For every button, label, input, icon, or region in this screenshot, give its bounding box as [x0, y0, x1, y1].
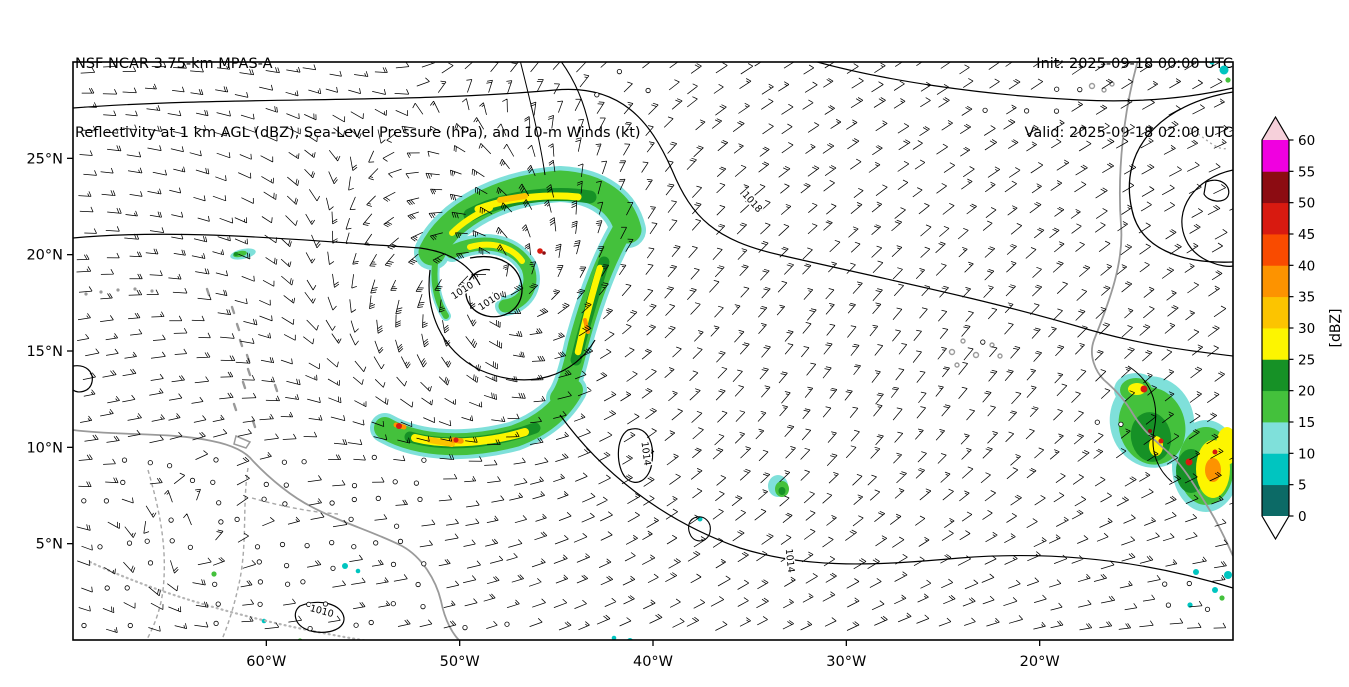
pressure-contour-layer	[73, 62, 1233, 633]
colorbar-tick-label: 25	[1298, 352, 1315, 368]
x-axis-tick-label: 20°W	[1020, 654, 1060, 670]
model-title: NSF NCAR 3.75-km MPAS-A	[75, 56, 273, 72]
y-axis-tick-label: 25°N	[26, 151, 63, 167]
colorbar-tick-label: 0	[1298, 509, 1307, 525]
contour-label: 1010	[309, 603, 335, 620]
y-axis-tick-label: 10°N	[26, 440, 63, 456]
contour-label: 1014	[783, 548, 796, 573]
colorbar-tick-label: 35	[1298, 290, 1315, 306]
x-axis-tick-label: 40°W	[633, 654, 673, 670]
colorbar: 0 5 10 15 20 25 30 35 40 45 50 55 60 [dBZ]	[1261, 115, 1344, 541]
colorbar-tick-label: 30	[1298, 321, 1315, 337]
colorbar-tick-label: 15	[1298, 415, 1315, 431]
y-axis-tick-label: 5°N	[36, 537, 63, 553]
y-axis-tick-label: 20°N	[26, 248, 63, 264]
contour-label: 1014	[639, 441, 653, 466]
colorbar-tick-label: 45	[1298, 227, 1315, 243]
y-axis-tick-label: 15°N	[26, 344, 63, 360]
colorbar-tick-label: 40	[1298, 258, 1315, 274]
colorbar-tick-label: 10	[1298, 446, 1315, 462]
wind-barb-layer	[76, 62, 1233, 633]
x-axis-tick-label: 50°W	[440, 654, 480, 670]
x-axis-tick-label: 60°W	[246, 654, 286, 670]
colorbar-tick-label: 50	[1298, 196, 1315, 212]
colorbar-tick-label: 60	[1298, 133, 1315, 149]
colorbar-tick-label: 20	[1298, 384, 1315, 400]
colorbar-unit-label: [dBZ]	[1328, 308, 1344, 347]
colorbar-tick-label: 5	[1298, 478, 1307, 494]
colorbar-tick-label: 55	[1298, 164, 1315, 180]
x-axis-tick-label: 30°W	[826, 654, 866, 670]
contour-label: 1018	[740, 190, 764, 215]
axes-layer: 60°W 50°W 40°W 30°W 20°W 25°N 20°N 15°N 10°N 5°N	[26, 61, 1234, 670]
